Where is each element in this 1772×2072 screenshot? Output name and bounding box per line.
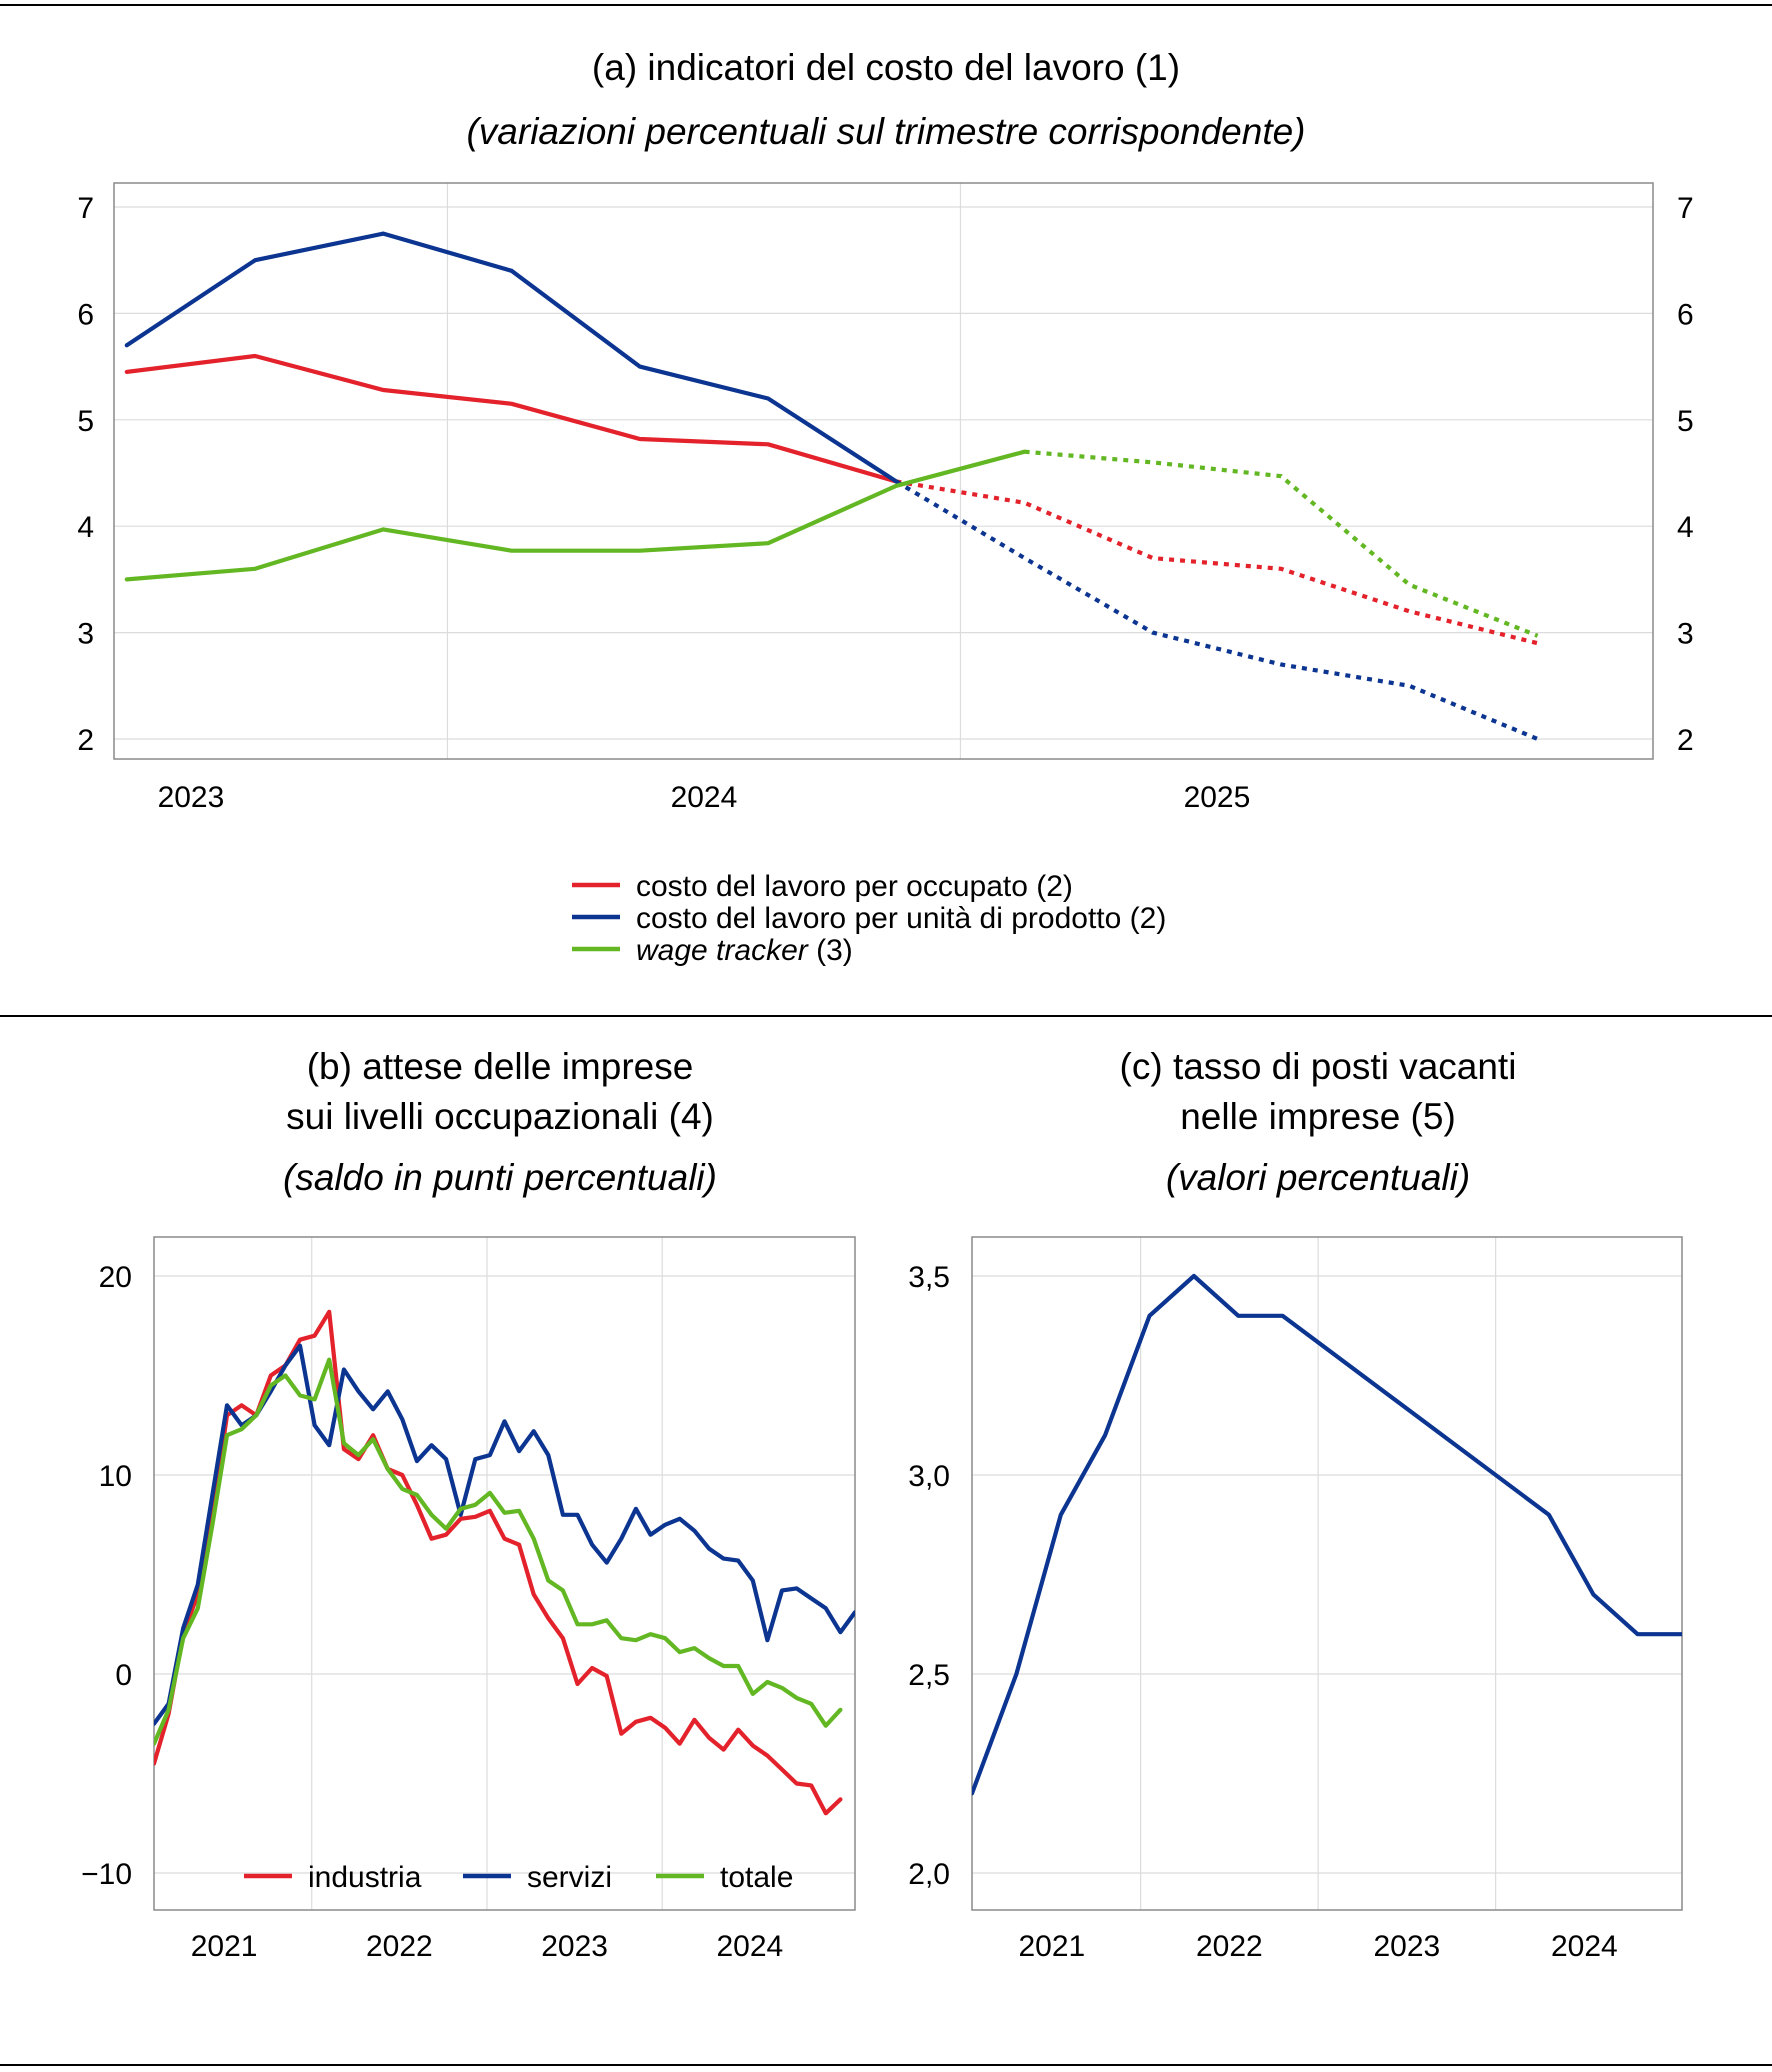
chart-a-series-line	[124, 231, 899, 484]
chart-c-ytick-label: 3,5	[908, 1261, 950, 1294]
chart-a-title-block: (a) indicatori del costo del lavoro (1) …	[0, 43, 1772, 157]
chart-b-title-block: (b) attese delle imprese sui livelli occ…	[0, 1042, 1000, 1203]
chart-a-plot-frame	[113, 182, 1654, 760]
chart-c-subtitle: (valori percentuali)	[1165, 1157, 1471, 1198]
chart-a-legend-entry: costo del lavoro per occupato (2)	[636, 870, 1073, 903]
chart-a-xtick-label: 2023	[158, 781, 225, 814]
chart-a-ytick-label: 6	[77, 298, 94, 331]
chart-b-ytick-label: 0	[115, 1659, 132, 1692]
chart-b-legend-label: totale	[720, 1861, 793, 1894]
chart-b-ytick-label: −10	[81, 1858, 132, 1891]
chart-a-legend-label-suffix: (3)	[808, 934, 853, 967]
chart-c-series-line	[972, 1273, 1682, 1796]
chart-c-xtick-label: 2022	[1196, 1930, 1263, 1963]
chart-a-series-1	[124, 231, 1539, 741]
chart-c-title-line-1: (c) tasso di posti vacanti	[1119, 1046, 1517, 1087]
chart-a-legend-label: costo del lavoro per occupato (2)	[636, 870, 1073, 903]
chart-a-ytick-label: 2	[77, 724, 94, 757]
chart-b-legend-label: industria	[308, 1861, 422, 1894]
chart-c-xtick-label: 2023	[1374, 1930, 1441, 1963]
chart-b-ytick-label: 10	[99, 1460, 132, 1493]
chart-b-xtick-label: 2022	[366, 1930, 433, 1963]
chart-a-legend-label: costo del lavoro per unità di prodotto (…	[636, 902, 1166, 935]
chart-a-xtick-label: 2025	[1184, 781, 1251, 814]
chart-c-xtick-label: 2024	[1551, 1930, 1618, 1963]
chart-a-legend-entry: wage tracker (3)	[636, 934, 853, 967]
chart-a-legend-entry: costo del lavoro per unità di prodotto (…	[636, 902, 1166, 935]
middle-rule	[0, 1015, 1772, 1017]
chart-c-ytick-label: 3,0	[908, 1460, 950, 1493]
chart-c-title-line-2: nelle imprese (5)	[1180, 1096, 1456, 1137]
chart-b-title-line-1: (b) attese delle imprese	[306, 1046, 694, 1087]
chart-b-xtick-label: 2021	[191, 1930, 258, 1963]
chart-a-series-0	[124, 353, 1539, 646]
chart-a-series-line	[124, 353, 899, 484]
chart-b-series-line	[154, 1343, 855, 1726]
chart-a-ytick-label-right: 2	[1677, 724, 1694, 757]
chart-b-legend: industria servizi totale	[244, 1861, 793, 1894]
chart-a-series-forecast-line	[895, 479, 1539, 646]
chart-a-subtitle: (variazioni percentuali sul trimestre co…	[466, 111, 1306, 152]
chart-b-series-line	[154, 1309, 843, 1816]
chart-c-axes: 2,0 2,5 3,0 3,5 2021 2022 2023 2024	[908, 1236, 1683, 1963]
chart-b-ytick-label: 20	[99, 1261, 132, 1294]
chart-a-legend: costo del lavoro per occupato (2)costo d…	[572, 870, 1166, 967]
chart-a-ytick-label-right: 7	[1677, 192, 1694, 225]
chart-a-ytick-label-right: 6	[1677, 298, 1694, 331]
chart-b-plot-frame	[153, 1236, 856, 1911]
chart-a-series-forecast-line	[895, 479, 1539, 741]
chart-b-subtitle: (saldo in punti percentuali)	[283, 1157, 717, 1198]
chart-c-xtick-label: 2021	[1019, 1930, 1086, 1963]
chart-a-title: (a) indicatori del costo del lavoro (1)	[591, 47, 1181, 88]
chart-c-ytick-label: 2,0	[908, 1858, 950, 1891]
chart-b-legend-label: servizi	[527, 1861, 612, 1894]
chart-c-plot-frame	[971, 1236, 1683, 1911]
chart-c-series-0	[972, 1273, 1682, 1796]
chart-b-series-2	[154, 1357, 843, 1746]
chart-a-legend-label: wage tracker	[636, 934, 809, 967]
chart-c-title-block: (c) tasso di posti vacanti nelle imprese…	[875, 1042, 1761, 1203]
chart-a-ytick-label-right: 5	[1677, 405, 1694, 438]
chart-b-series-0	[154, 1309, 843, 1816]
chart-b-series-line	[154, 1357, 843, 1746]
chart-b-xtick-label: 2023	[541, 1930, 608, 1963]
chart-a-xtick-label: 2024	[671, 781, 738, 814]
chart-a-ytick-label: 5	[77, 405, 94, 438]
chart-a-series-line	[124, 449, 1027, 582]
chart-a-ytick-label-right: 4	[1677, 511, 1694, 544]
chart-a-series-2	[124, 449, 1539, 638]
chart-a-ytick-label: 4	[77, 511, 94, 544]
chart-a-ytick-label: 3	[77, 618, 94, 651]
chart-b-xtick-label: 2024	[716, 1930, 783, 1963]
chart-b-title-line-2: sui livelli occupazionali (4)	[286, 1096, 714, 1137]
chart-a-ytick-label: 7	[77, 192, 94, 225]
chart-a-ytick-label-right: 3	[1677, 618, 1694, 651]
chart-a-axes: 2 2 3 3 4 4 5 5 6 6 7 7 2023 2024 2025	[77, 182, 1694, 814]
chart-b-series-1	[154, 1343, 855, 1726]
chart-b-axes: −10 0 10 20 2021 2022 2023 2024	[81, 1236, 856, 1963]
bottom-rule	[0, 2064, 1772, 2066]
chart-a-series-forecast-line	[1024, 449, 1539, 638]
chart-c-ytick-label: 2,5	[908, 1659, 950, 1692]
top-rule	[0, 4, 1772, 6]
